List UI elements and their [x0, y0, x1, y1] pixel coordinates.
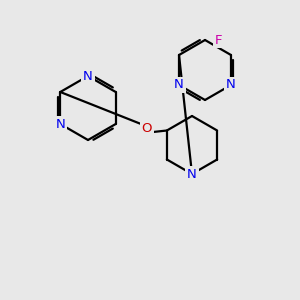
Text: N: N [83, 70, 93, 83]
Text: N: N [174, 79, 184, 92]
Text: O: O [142, 122, 152, 134]
Text: N: N [226, 79, 236, 92]
Text: N: N [56, 118, 65, 130]
Text: N: N [187, 167, 197, 181]
Text: F: F [215, 34, 223, 46]
